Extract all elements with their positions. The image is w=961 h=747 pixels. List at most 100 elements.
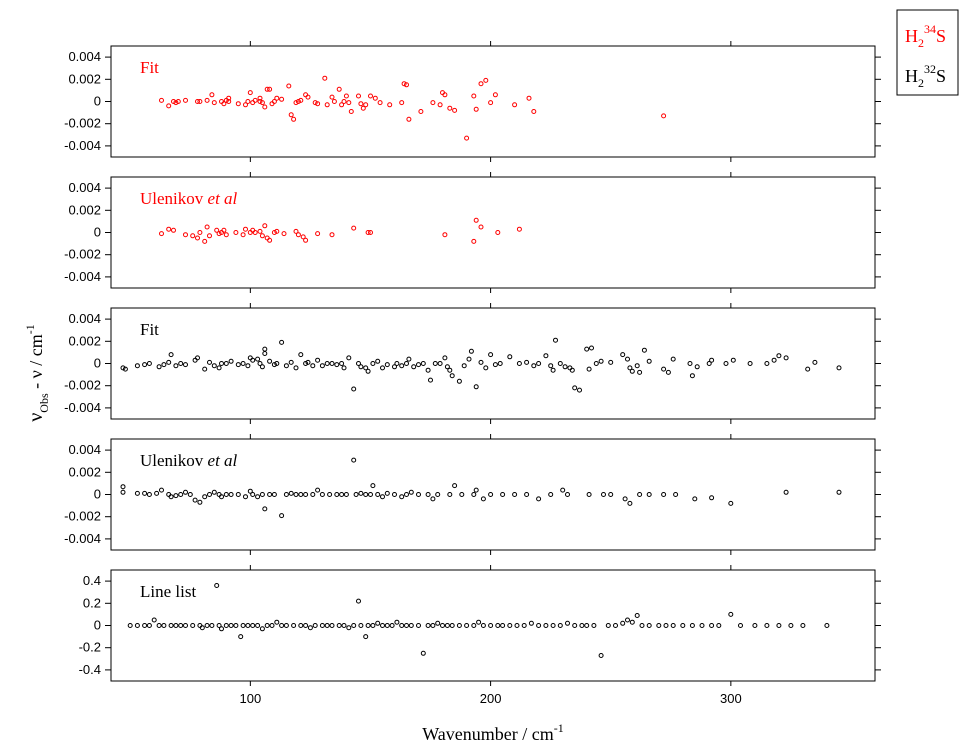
data-point: [625, 356, 630, 362]
data-point: [339, 102, 345, 108]
data-point: [473, 217, 479, 223]
data-point: [156, 364, 162, 370]
y-tick-label: -0.002: [64, 247, 101, 262]
data-point: [428, 377, 433, 383]
data-point: [315, 231, 321, 237]
data-point: [134, 490, 140, 496]
data-point: [565, 620, 570, 626]
chart-panels: 0.004 0.002 0 -0.002 -0.004 Fit 0.004 0.002 0 -0.…: [64, 41, 881, 706]
data-point: [764, 361, 770, 366]
data-point: [223, 361, 229, 366]
data-point: [586, 366, 592, 372]
data-point: [488, 623, 494, 628]
legend-box: [896, 9, 959, 96]
data-point: [159, 97, 164, 103]
y-tick-label: -0.004: [64, 531, 101, 546]
data-point: [319, 492, 325, 497]
data-point: [305, 359, 311, 365]
data-point: [375, 492, 381, 497]
data-point: [483, 365, 489, 371]
data-point: [728, 611, 734, 617]
data-point: [507, 623, 513, 628]
y-tick-label: -0.002: [64, 378, 101, 393]
data-point: [190, 623, 196, 628]
data-point: [187, 492, 193, 497]
legend-entry-h2-34s: H234S: [905, 22, 946, 50]
data-point: [380, 623, 385, 628]
data-point: [310, 492, 316, 497]
data-point: [127, 623, 133, 628]
data-point: [329, 361, 335, 366]
data-point: [620, 352, 626, 358]
data-point: [211, 363, 217, 369]
data-point: [526, 95, 532, 101]
data-point: [449, 623, 455, 628]
data-point: [634, 363, 640, 369]
data-point: [399, 363, 405, 369]
y-tick-label: 0.2: [83, 595, 101, 610]
data-point: [298, 492, 304, 497]
y-tick-label: 0.002: [68, 333, 101, 348]
data-point: [416, 623, 421, 628]
y-tick-label: -0.2: [79, 640, 101, 655]
data-point: [279, 96, 285, 102]
data-point: [233, 623, 239, 628]
y-axis-title-sup: -1: [23, 324, 37, 334]
data-point: [223, 623, 229, 628]
x-tick-label: 200: [480, 691, 502, 706]
data-point: [569, 367, 575, 373]
y-tick-label: 0.004: [68, 49, 101, 64]
data-point: [197, 230, 203, 235]
data-point: [221, 227, 227, 233]
panel-label: Line list: [140, 582, 196, 601]
data-point: [178, 492, 184, 497]
data-point: [274, 619, 280, 625]
data-point: [214, 583, 220, 588]
data-point: [173, 493, 179, 499]
data-point: [142, 490, 148, 496]
data-point: [536, 361, 542, 366]
data-point: [324, 361, 330, 366]
data-point: [291, 116, 297, 122]
data-point: [483, 77, 489, 83]
data-point: [298, 623, 304, 628]
data-point: [608, 492, 614, 497]
y-tick-label: 0.002: [68, 71, 101, 86]
y-tick-label: -0.002: [64, 509, 101, 524]
data-point: [288, 112, 294, 118]
data-point: [747, 361, 753, 366]
panel-label-text: Ulenikov: [140, 451, 208, 470]
x-axis-title: Wavenumber / cm-1: [422, 721, 564, 744]
data-point: [456, 623, 462, 628]
data-point: [449, 373, 455, 379]
data-point: [694, 364, 700, 370]
data-point: [315, 357, 321, 363]
data-point: [488, 352, 494, 358]
data-point: [346, 625, 352, 631]
data-point: [281, 231, 287, 237]
data-point: [752, 623, 758, 628]
data-point: [637, 369, 643, 375]
data-point: [262, 223, 268, 229]
data-point: [738, 623, 743, 628]
data-point: [161, 362, 167, 368]
data-point: [377, 100, 383, 106]
data-point: [171, 99, 176, 104]
data-point: [192, 357, 198, 363]
data-point: [271, 362, 277, 368]
data-point: [358, 364, 364, 370]
data-point: [358, 101, 364, 107]
data-point: [300, 234, 306, 240]
data-point: [572, 385, 578, 391]
data-point: [305, 94, 311, 100]
data-point: [343, 93, 349, 99]
data-point: [516, 226, 522, 232]
data-point: [528, 620, 534, 626]
data-point: [514, 623, 520, 628]
data-point: [392, 492, 397, 497]
data-point: [319, 623, 325, 628]
data-point: [524, 359, 530, 365]
data-point: [430, 100, 436, 106]
data-point: [394, 619, 400, 625]
data-point: [656, 623, 662, 628]
